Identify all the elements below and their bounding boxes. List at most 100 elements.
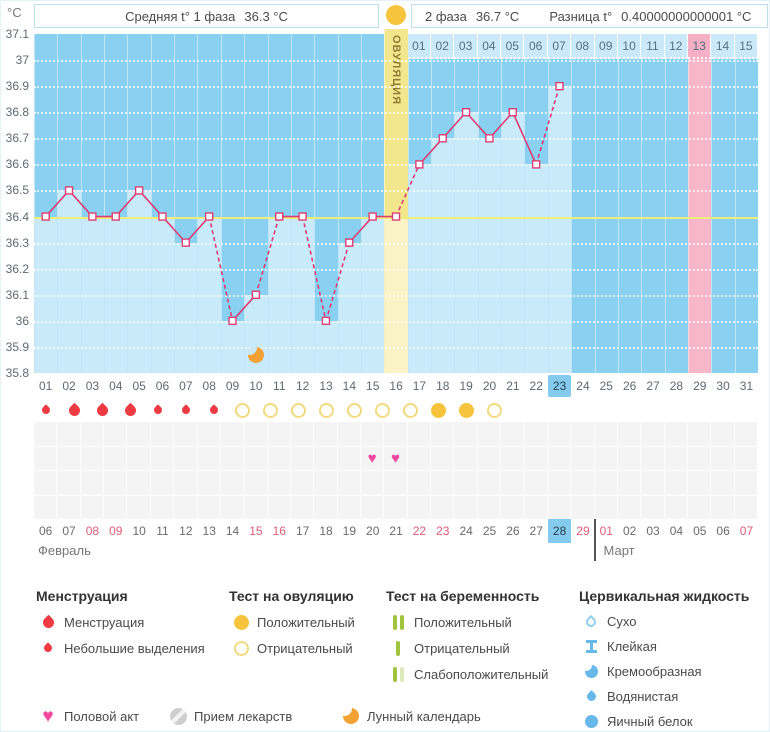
dpo-cell-09: 09 — [594, 34, 618, 59]
date-cell-5[interactable]: 11 — [156, 524, 169, 538]
day-column-8[interactable] — [197, 34, 221, 373]
date-cell-9[interactable]: 15 — [249, 524, 263, 538]
cycle-day-13[interactable]: 13 — [319, 379, 333, 393]
date-cell-6[interactable]: 12 — [179, 524, 193, 538]
cycle-day-28[interactable]: 28 — [669, 379, 684, 393]
cycle-day-26[interactable]: 26 — [622, 379, 637, 393]
cycle-day-03[interactable]: 03 — [85, 379, 100, 393]
date-cell-21[interactable]: 27 — [529, 524, 543, 538]
date-cell-15[interactable]: 21 — [389, 524, 403, 538]
date-cell-12[interactable]: 18 — [319, 524, 333, 538]
date-cell-2[interactable]: 08 — [85, 524, 100, 538]
cycle-day-24[interactable]: 24 — [576, 379, 590, 393]
day-column-22[interactable] — [524, 59, 548, 373]
date-cell-16[interactable]: 22 — [412, 524, 427, 538]
column-fill — [268, 216, 291, 373]
date-cell-0[interactable]: 06 — [39, 524, 53, 538]
cycle-day-27[interactable]: 27 — [646, 379, 660, 393]
cycle-day-04[interactable]: 04 — [109, 379, 123, 393]
day-column-13[interactable] — [314, 34, 338, 373]
circle-filled-icon — [426, 402, 450, 418]
date-cell-8[interactable]: 14 — [225, 524, 240, 538]
cycle-day-12[interactable]: 12 — [295, 379, 310, 393]
day-column-15[interactable] — [360, 34, 385, 373]
day-column-4[interactable] — [104, 34, 128, 373]
note-cell — [34, 495, 58, 519]
day-column-24[interactable] — [571, 59, 595, 373]
note-cell — [244, 422, 268, 446]
cycle-day-06[interactable]: 06 — [155, 379, 170, 393]
day-column-26[interactable] — [617, 59, 642, 373]
cycle-day-14[interactable]: 14 — [342, 379, 357, 393]
cycle-day-01[interactable]: 01 — [39, 379, 53, 393]
day-column-19[interactable] — [454, 59, 478, 373]
date-cell-3[interactable]: 09 — [109, 524, 123, 538]
date-cell-22[interactable]: 28 — [547, 519, 572, 543]
cycle-day-16[interactable]: 16 — [389, 379, 403, 393]
day-column-16[interactable] — [384, 29, 408, 373]
date-cell-29[interactable]: 06 — [716, 524, 730, 538]
cycle-day-18[interactable]: 18 — [436, 379, 450, 393]
date-cell-1[interactable]: 07 — [62, 524, 76, 538]
day-column-17[interactable] — [407, 59, 432, 373]
cycle-day-23[interactable]: 23 — [547, 375, 572, 397]
date-cell-11[interactable]: 17 — [295, 524, 310, 538]
date-cell-17[interactable]: 23 — [436, 524, 450, 538]
day-column-20[interactable] — [477, 59, 502, 373]
day-column-14[interactable] — [337, 34, 361, 373]
gridline — [34, 86, 758, 88]
date-cell-7[interactable]: 13 — [202, 524, 216, 538]
day-column-1[interactable] — [34, 34, 58, 373]
day-column-21[interactable] — [501, 59, 525, 373]
date-cell-4[interactable]: 10 — [132, 524, 146, 538]
date-cell-10[interactable]: 16 — [272, 524, 286, 538]
date-cell-24[interactable]: 01 — [599, 524, 613, 538]
day-column-18[interactable] — [431, 59, 455, 373]
cycle-day-20[interactable]: 20 — [482, 379, 497, 393]
day-column-30[interactable] — [711, 59, 735, 373]
cycle-day-17[interactable]: 17 — [412, 379, 427, 393]
cycle-day-02[interactable]: 02 — [62, 379, 76, 393]
date-cell-27[interactable]: 04 — [669, 524, 684, 538]
day-column-31[interactable] — [734, 59, 758, 373]
note-cell — [618, 495, 642, 519]
moon-icon — [247, 347, 264, 363]
cycle-day-19[interactable]: 19 — [459, 379, 473, 393]
cycle-day-31[interactable]: 31 — [739, 379, 754, 393]
symbol-cell-23 — [599, 398, 617, 422]
day-column-11[interactable] — [267, 34, 291, 373]
cycle-day-25[interactable]: 25 — [599, 379, 613, 393]
date-cell-30[interactable]: 07 — [739, 524, 754, 538]
date-cell-18[interactable]: 24 — [459, 524, 473, 538]
day-column-12[interactable] — [290, 34, 315, 373]
day-column-9[interactable] — [220, 34, 245, 373]
day-column-27[interactable] — [641, 59, 665, 373]
day-column-23[interactable] — [547, 59, 572, 373]
note-cell — [198, 422, 221, 446]
cycle-day-09[interactable]: 09 — [225, 379, 240, 393]
date-cell-14[interactable]: 20 — [366, 524, 380, 538]
date-cell-19[interactable]: 25 — [482, 524, 497, 538]
date-cell-28[interactable]: 05 — [693, 524, 707, 538]
date-cell-23[interactable]: 29 — [576, 524, 590, 538]
cycle-day-29[interactable]: 29 — [693, 379, 707, 393]
cycle-day-11[interactable]: 11 — [273, 379, 286, 393]
cycle-day-05[interactable]: 05 — [132, 379, 146, 393]
cycle-day-30[interactable]: 30 — [716, 379, 730, 393]
notes-grid — [34, 422, 759, 519]
date-cell-13[interactable]: 19 — [342, 524, 357, 538]
day-column-7[interactable] — [174, 34, 198, 373]
cycle-day-21[interactable]: 21 — [506, 379, 520, 393]
cycle-day-10[interactable]: 10 — [249, 379, 263, 393]
date-cell-25[interactable]: 02 — [622, 524, 637, 538]
day-column-25[interactable] — [594, 59, 618, 373]
date-cell-26[interactable]: 03 — [646, 524, 660, 538]
date-cell-20[interactable]: 26 — [506, 524, 520, 538]
cycle-day-15[interactable]: 15 — [366, 379, 380, 393]
cycle-day-22[interactable]: 22 — [529, 379, 543, 393]
day-column-29[interactable] — [687, 59, 712, 373]
note-cell — [665, 446, 689, 470]
cycle-day-07[interactable]: 07 — [179, 379, 193, 393]
cycle-day-08[interactable]: 08 — [202, 379, 216, 393]
day-column-28[interactable] — [664, 59, 688, 373]
